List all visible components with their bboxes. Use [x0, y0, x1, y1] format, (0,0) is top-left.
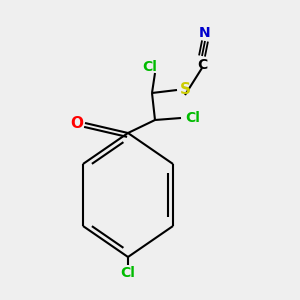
Text: O: O [70, 116, 83, 130]
Text: S: S [179, 82, 191, 98]
Text: Cl: Cl [186, 111, 200, 125]
Text: Cl: Cl [121, 266, 135, 280]
Text: Cl: Cl [142, 60, 158, 74]
Text: N: N [199, 26, 211, 40]
Text: C: C [197, 58, 207, 72]
